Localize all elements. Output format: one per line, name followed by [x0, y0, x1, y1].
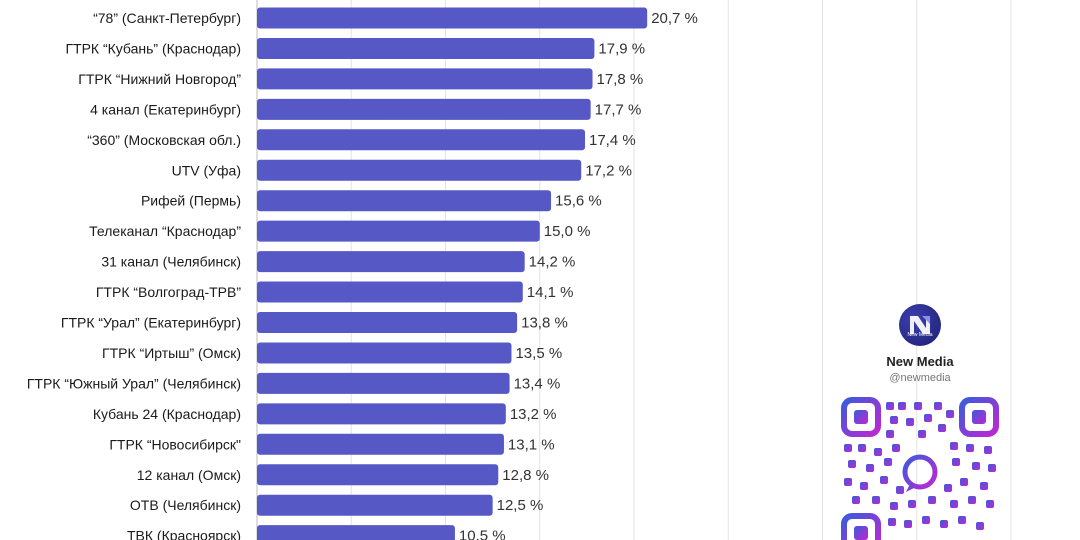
value-label: 17,2 % [585, 162, 632, 179]
bar [257, 372, 510, 394]
gridlines [256, 0, 1012, 540]
category-label: 31 канал (Челябинск) [101, 254, 241, 270]
value-label: 12,8 % [502, 467, 549, 484]
category-label: ГТРК “Новосибирск" [109, 436, 241, 452]
value-label: 17,4 % [589, 132, 636, 149]
category-label: Кубань 24 (Краснодар) [93, 406, 241, 422]
category-label: ТВК (Красноярск) [127, 528, 241, 540]
value-label: 17,9 % [598, 40, 645, 57]
category-label: ГТРК “Кубань” (Краснодар) [65, 40, 241, 56]
bar [257, 494, 493, 516]
value-label: 20,7 % [651, 10, 698, 27]
bar [257, 98, 591, 120]
bar [257, 190, 552, 212]
bar [257, 433, 504, 455]
category-label: 4 канал (Екатеринбург) [90, 101, 241, 117]
bar [257, 129, 585, 151]
category-label: ГТРК “Урал” (Екатеринбург) [61, 315, 241, 331]
logo-caption: New Media [907, 332, 933, 338]
bar [257, 7, 648, 29]
value-label: 15,6 % [555, 193, 602, 210]
bar [257, 220, 540, 242]
bar [257, 403, 506, 425]
category-label: Телеканал “Краснодар” [89, 223, 241, 239]
value-label: 14,1 % [527, 284, 574, 301]
qr-code-icon[interactable] [840, 396, 1000, 540]
bar [257, 342, 512, 364]
value-label: 13,4 % [514, 375, 561, 392]
bar [257, 312, 518, 333]
brand-name[interactable]: New Media [886, 354, 954, 369]
brand-panel: New Media New Media @newmedia [826, 0, 1014, 540]
bar [257, 159, 582, 181]
value-label: 13,1 % [508, 436, 555, 453]
value-label: 17,8 % [597, 71, 644, 88]
category-label: ГТРК “Нижний Новгород” [78, 71, 241, 87]
value-label: 15,0 % [544, 223, 591, 240]
bar [257, 68, 593, 90]
category-label: ГТРК “Волгоград-ТРВ” [96, 284, 241, 300]
value-label: 14,2 % [529, 254, 576, 271]
bar [257, 251, 525, 273]
logo-mark [910, 316, 930, 334]
category-label: 12 канал (Омск) [137, 467, 241, 483]
category-label: “78” (Санкт-Петербург) [93, 10, 241, 26]
bar [257, 281, 523, 303]
value-label: 13,8 % [521, 315, 568, 332]
category-label: Рифей (Пермь) [141, 193, 241, 209]
value-label: 12,5 % [497, 497, 544, 514]
value-label: 13,2 % [510, 406, 557, 423]
category-label: ОТВ (Челябинск) [130, 497, 241, 513]
category-label: ГТРК “Южный Урал” (Челябинск) [27, 375, 241, 391]
category-labels: “78” (Санкт-Петербург) ГТРК “Кубань” (Кра… [27, 10, 242, 540]
brand-handle[interactable]: @newmedia [889, 372, 951, 384]
bar [257, 464, 499, 486]
new-media-logo-icon[interactable]: New Media [899, 304, 941, 346]
bar [257, 525, 455, 540]
value-label: 10,5 % [459, 528, 506, 540]
category-label: ГТРК “Иртыш” (Омск) [102, 345, 241, 361]
bars [257, 7, 648, 540]
value-labels: 20,7 % 17,9 % 17,8 % 17,7 % 17,4 % 17,2 % 15,6… [459, 10, 698, 540]
bar [257, 37, 595, 59]
value-label: 17,7 % [595, 101, 642, 118]
category-label: “360” (Московская обл.) [87, 132, 241, 148]
category-label: UTV (Уфа) [172, 162, 241, 178]
value-label: 13,5 % [515, 345, 562, 362]
